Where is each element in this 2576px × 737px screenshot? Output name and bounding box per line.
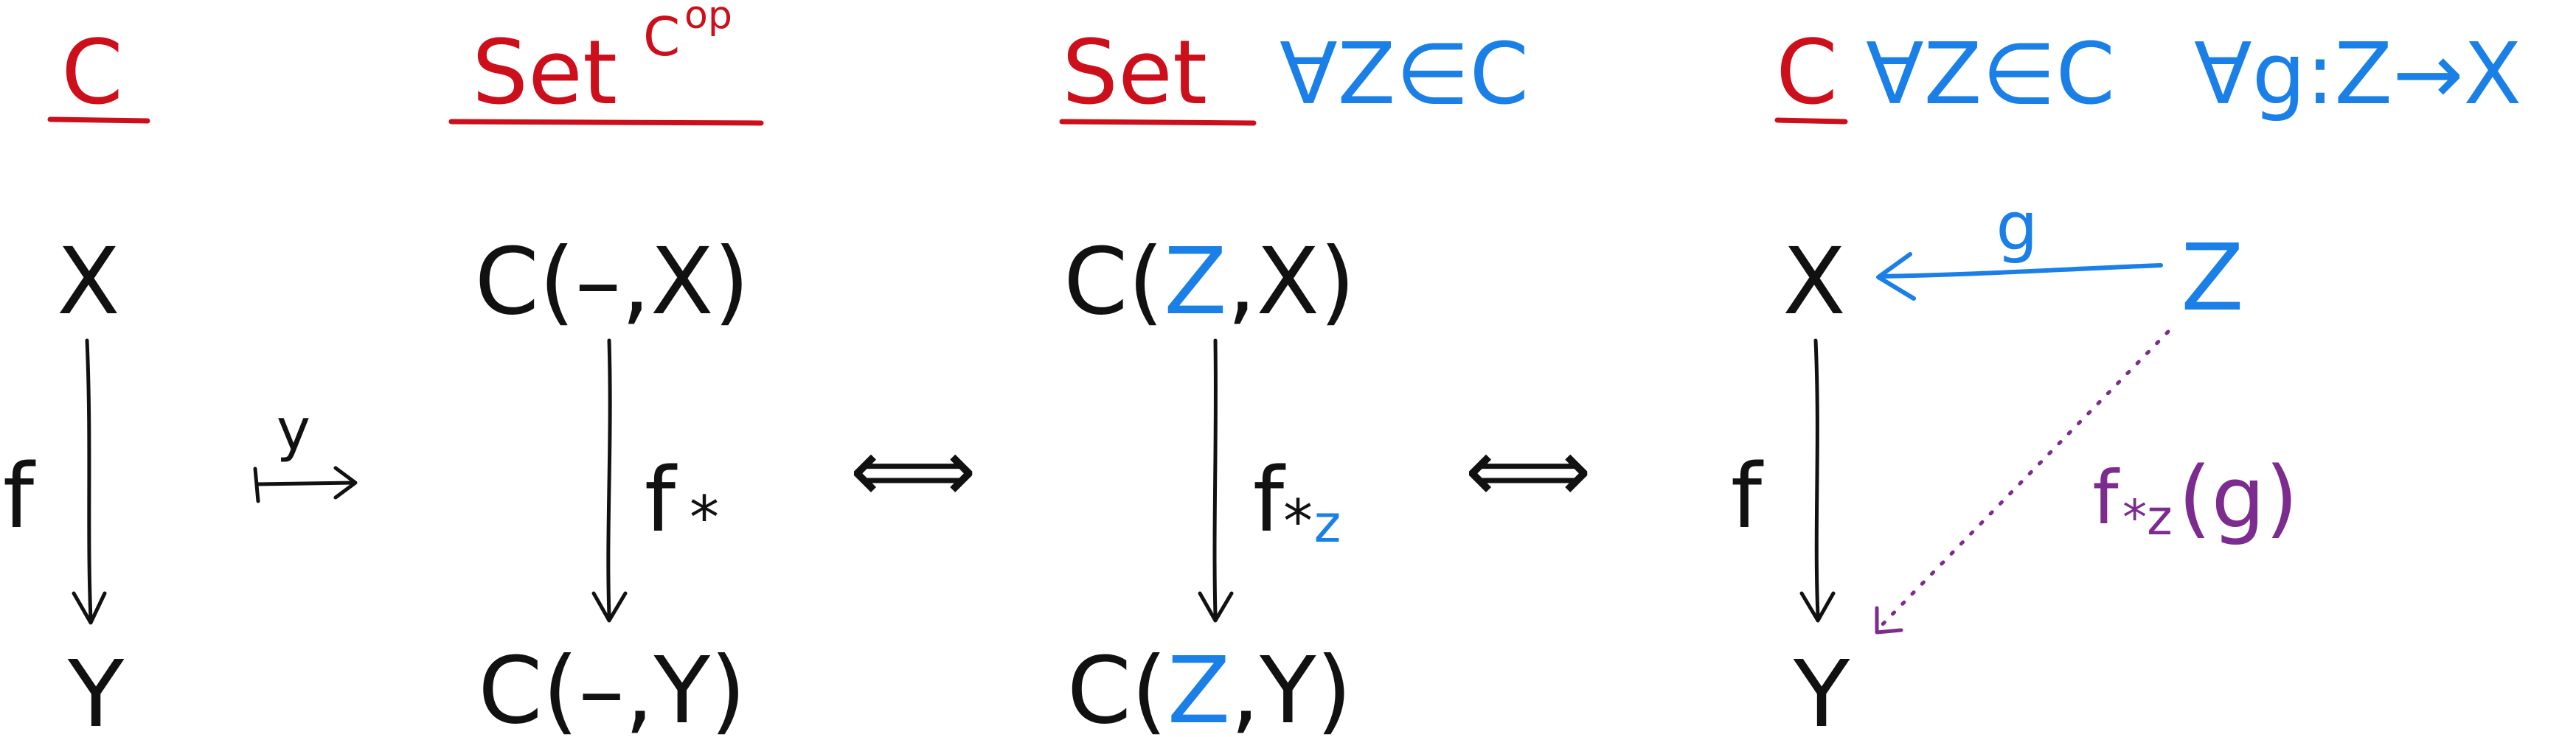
- panel-c2-arrow-g-head: [1876, 252, 1916, 301]
- panel-set-bottom-object: C(Z,Y): [1067, 638, 1353, 737]
- panel-set-op-arrow-f-star: [606, 338, 612, 618]
- panel-set-op-title-sup: C: [643, 6, 680, 68]
- panel-set-op-bottom-object: C(–,Y): [478, 638, 746, 737]
- panel-c2-object-z: Z: [2181, 225, 2244, 332]
- panel-set-top-prefix: C(: [1063, 228, 1164, 335]
- panel-set-bottom-prefix: C(: [1067, 638, 1167, 737]
- panel-c-title-underline: [47, 116, 150, 124]
- panel-c2-arrow-f: [1813, 338, 1820, 618]
- panel-set-title-underline: [1059, 119, 1257, 126]
- equivalence-symbol-2: ⟺: [1465, 420, 1591, 523]
- panel-set-op-title: Set: [472, 22, 617, 125]
- yoneda-mapsto: y: [253, 397, 358, 503]
- panel-set-top-suffix: ,X): [1227, 228, 1355, 335]
- panel-c2-quantifier-z: ∀Z∈C: [1866, 25, 2115, 124]
- panel-set-quantifier: ∀Z∈C: [1280, 25, 1529, 124]
- panel-c2-composite-label-f: f: [2092, 455, 2120, 541]
- yoneda-mapsto-head: [333, 466, 358, 500]
- panel-set-top-object: C(Z,X): [1063, 228, 1355, 335]
- panel-set-op-title-sup-op: op: [684, 0, 732, 38]
- panel-c2-object-x: X: [1782, 228, 1846, 335]
- panel-set-arrow-head: [1198, 591, 1234, 623]
- panel-set-op-top-object: C(–,X): [475, 228, 750, 335]
- panel-c2-arrow-composite-head: [1875, 606, 1903, 635]
- panel-c2-arrow-label-f: f: [1731, 446, 1764, 548]
- panel-c2-arrow-composite: [1875, 329, 2170, 632]
- panel-set-title: Set: [1062, 22, 1207, 125]
- panel-set-op-arrow-head: [591, 591, 628, 623]
- panel-c2-quantifier-g: ∀g:Z→X: [2194, 25, 2521, 124]
- panel-c-arrow-label-f: f: [3, 446, 36, 548]
- panel-c-title: C: [61, 22, 123, 125]
- panel-c2-title-underline: [1774, 117, 1848, 125]
- panel-set-arrow-label-f: f: [1253, 450, 1286, 552]
- panel-c2-arrow-f-head: [1799, 591, 1836, 623]
- panel-c-arrow-f-head: [72, 591, 107, 625]
- panel-category-c-pointwise: C ∀Z∈C ∀g:Z→X X Z g f Y f *z (g): [1731, 22, 2521, 737]
- panel-set-top-var-z: Z: [1164, 228, 1227, 335]
- panel-set-arrow-label-z: z: [1314, 494, 1341, 554]
- panel-set-op-arrow-label-f: f: [645, 450, 678, 552]
- panel-set-op-title-underline: [448, 119, 764, 126]
- panel-c2-composite-label-arg: (g): [2179, 449, 2299, 548]
- panel-c-arrow-f: [85, 338, 93, 621]
- panel-set-op-arrow-label-star: *: [690, 483, 719, 552]
- panel-c2-arrow-label-g: g: [1996, 188, 2038, 265]
- panel-c2-arrow-g: [1878, 263, 2163, 279]
- panel-set-bottom-suffix: ,Y): [1230, 638, 1352, 737]
- panel-category-c: C X f Y: [3, 22, 150, 737]
- panel-presheaf-category: Set C op C(–,X) f * C(–,Y): [448, 0, 764, 737]
- panel-set-category: Set ∀Z∈C C(Z,X) f * z C(Z,Y): [1059, 22, 1529, 737]
- panel-c2-title: C: [1776, 22, 1838, 125]
- yoneda-mapsto-shaft: [254, 481, 356, 486]
- panel-c2-object-y: Y: [1793, 641, 1850, 737]
- panel-c2-composite-label-sub: *z: [2122, 489, 2173, 546]
- equivalence-symbol-1: ⟺: [850, 420, 976, 523]
- panel-c-object-y: Y: [67, 641, 125, 737]
- panel-c-object-x: X: [57, 228, 120, 335]
- yoneda-label-y: y: [277, 397, 310, 464]
- panel-set-bottom-var-z: Z: [1167, 638, 1231, 737]
- panel-set-arrow-label-star: *: [1283, 487, 1313, 556]
